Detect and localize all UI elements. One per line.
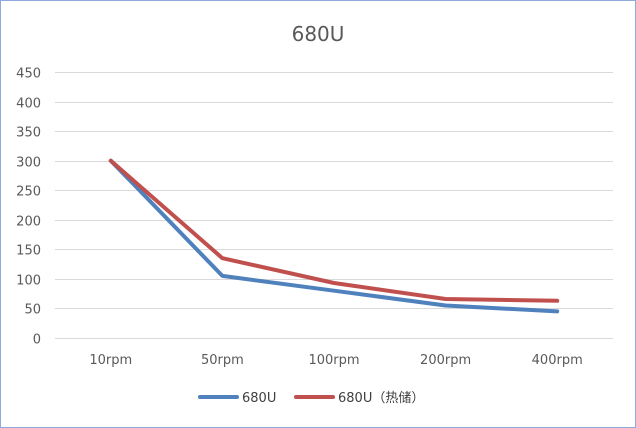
x-tick-label: 50rpm	[201, 353, 244, 368]
series-line-1	[108, 158, 560, 314]
legend-item[interactable]: 680U（热储）	[294, 391, 424, 406]
legend-item[interactable]: 680U	[198, 391, 276, 406]
chart-title: 680U	[292, 22, 345, 46]
x-tick-label: 200rpm	[420, 353, 471, 368]
x-tick-label: 10rpm	[89, 353, 132, 368]
x-tick-label: 100rpm	[308, 353, 359, 368]
y-axis-ticks: 0 50 100 150 200 250 300 350 400 450	[16, 67, 41, 348]
legend-label: 680U	[242, 391, 276, 406]
y-tick-label: 150	[16, 244, 41, 259]
y-tick-label: 100	[16, 274, 41, 289]
legend[interactable]: 680U 680U（热储）	[198, 391, 424, 406]
y-tick-label: 50	[24, 303, 41, 318]
y-tick-label: 300	[16, 156, 41, 171]
gridlines	[55, 72, 613, 339]
series-lines	[108, 158, 560, 314]
legend-label: 680U（热储）	[338, 391, 424, 406]
y-tick-label: 450	[16, 67, 41, 82]
y-tick-label: 0	[33, 333, 41, 348]
y-tick-label: 400	[16, 97, 41, 112]
y-tick-label: 200	[16, 215, 41, 230]
x-tick-label: 400rpm	[532, 353, 583, 368]
series-line-2	[108, 158, 560, 303]
y-tick-label: 250	[16, 185, 41, 200]
x-axis-ticks: 10rpm 50rpm 100rpm 200rpm 400rpm	[89, 353, 582, 368]
y-tick-label: 350	[16, 126, 41, 141]
